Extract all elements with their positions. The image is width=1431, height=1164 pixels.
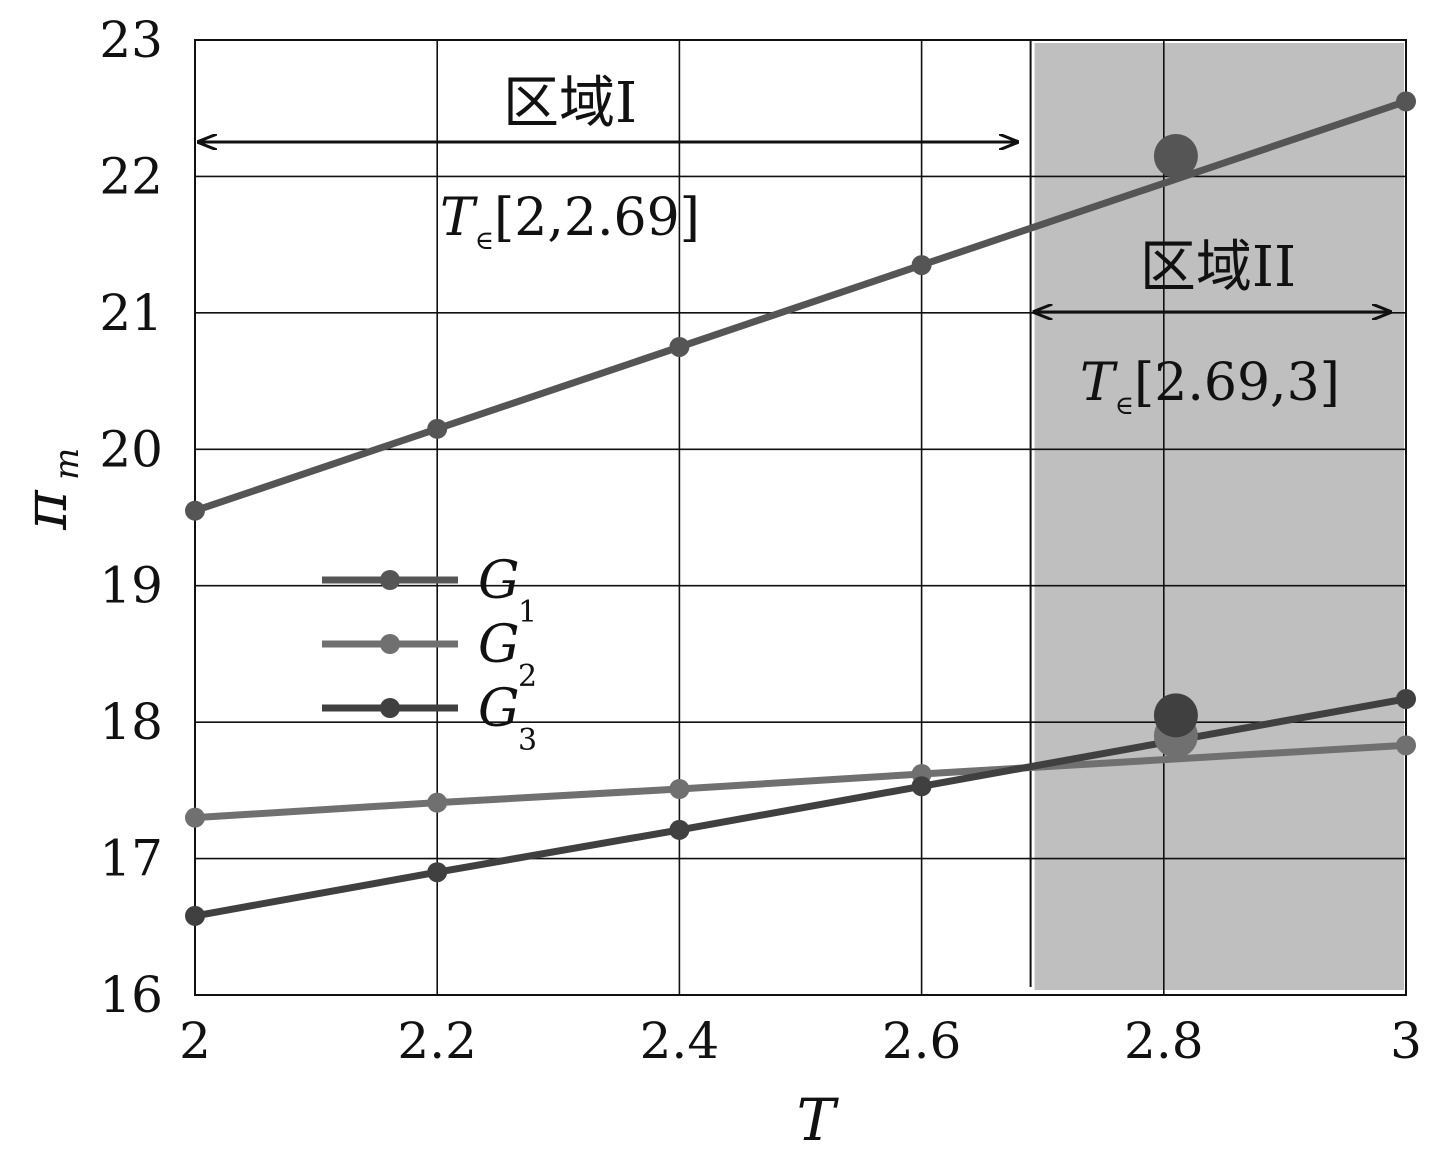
legend-swatch-marker-1 (380, 570, 400, 590)
region-1-range-var: T (440, 188, 478, 248)
data-point-series-1 (669, 336, 690, 357)
highlight-point-series-1 (1153, 133, 1198, 178)
data-point-series-3 (911, 776, 932, 797)
y-tick-label: 19 (99, 557, 163, 615)
legend-label-sub-1: 1 (518, 595, 537, 630)
region-2-range-text: [2.69,3] (1134, 353, 1340, 413)
region-2-range: T∈[2.69,3] (1080, 353, 1340, 421)
data-point-series-2 (1396, 735, 1416, 756)
y-tick-label: 17 (99, 830, 163, 888)
data-point-series-2 (185, 807, 205, 828)
data-point-series-2 (427, 792, 448, 813)
data-point-series-1 (427, 418, 448, 439)
highlight-point-series-3 (1153, 693, 1198, 738)
data-point-series-3 (185, 905, 205, 926)
legend-label-sub-2: 2 (518, 659, 537, 694)
legend-label-2: G (478, 615, 520, 675)
y-axis-title-sub: m (47, 448, 87, 480)
region-1-label: 区域I (503, 71, 637, 136)
y-tick-label: 23 (99, 11, 163, 69)
legend-swatch-marker-3 (380, 698, 400, 718)
data-point-series-3 (427, 862, 448, 883)
data-point-series-3 (1396, 688, 1416, 709)
y-axis-title-main: π (11, 489, 81, 531)
x-axis-title: T (797, 1086, 840, 1154)
legend-label-3: G (478, 679, 520, 739)
highlight-layer (1153, 133, 1198, 758)
region-1-range-symbol: ∈ (475, 226, 494, 256)
series-layer (185, 91, 1416, 926)
x-tick-label: 2.8 (1124, 1012, 1204, 1070)
y-tick-label: 18 (99, 693, 163, 751)
region-shade-2 (1034, 43, 1404, 990)
region-shade-layer (1034, 43, 1404, 990)
region-2-range-var: T (1080, 353, 1118, 413)
data-point-series-2 (669, 778, 690, 799)
x-tick-label: 2.6 (882, 1012, 962, 1070)
y-axis-title: π m (11, 448, 87, 531)
data-point-series-3 (669, 819, 690, 840)
region-2-label: 区域II (1140, 235, 1296, 300)
y-tick-label: 16 (99, 966, 163, 1024)
data-point-series-1 (185, 500, 205, 521)
x-tick-label: 2.4 (640, 1012, 720, 1070)
data-point-series-1 (1396, 91, 1416, 112)
x-tick-label: 2.2 (397, 1012, 477, 1070)
x-tick-label: 3 (1390, 1012, 1422, 1070)
legend-label-sub-3: 3 (518, 723, 537, 758)
region-1-range-text: [2,2.69] (494, 188, 700, 248)
legend-swatch-marker-2 (380, 634, 400, 654)
y-tick-label: 22 (99, 147, 163, 205)
y-tick-label: 21 (99, 284, 163, 342)
region-2-range-symbol: ∈ (1115, 391, 1134, 421)
y-tick-label: 20 (99, 420, 163, 478)
region-1-range: T∈[2,2.69] (440, 188, 700, 256)
legend-label-1: G (478, 551, 520, 611)
data-point-series-1 (911, 255, 932, 276)
x-tick-label: 2 (179, 1012, 211, 1070)
